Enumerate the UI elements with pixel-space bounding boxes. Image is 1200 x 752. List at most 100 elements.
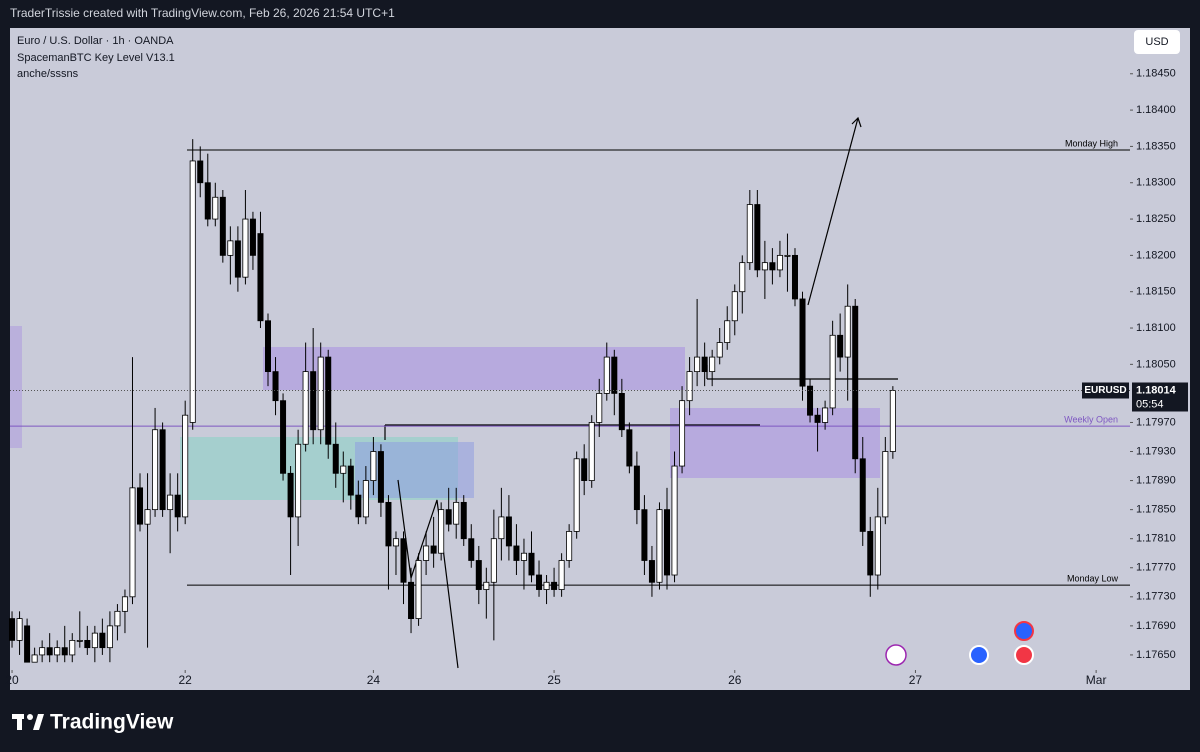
y-tick-label: 1.17890 [1136,474,1176,486]
candle-body [445,509,452,525]
legend-line: anche/sssns [17,68,79,80]
candle-body [739,262,746,293]
event-icon [1014,645,1034,665]
candle-body [784,254,791,257]
x-tick-label: 25 [547,673,561,687]
zigzag [397,479,459,669]
candle-body [889,390,896,452]
candle-body [498,516,505,540]
candle-body [837,334,844,358]
candle-body [475,560,482,590]
currency-button[interactable] [1134,30,1180,54]
candle-body [295,443,302,518]
candle-body [716,342,723,358]
candle-body [596,393,603,423]
candle-body [392,538,399,547]
y-tick-label: 1.18050 [1136,358,1176,370]
y-tick-label: 1.17650 [1136,649,1176,661]
candle-body [24,625,31,663]
candle-body [679,400,686,467]
price-label: 1.18014 [1136,384,1177,396]
candle-body [61,647,68,656]
candle-body [121,596,128,612]
y-tick-label: 1.17690 [1136,620,1176,632]
zone [10,326,22,448]
candle-body [91,632,98,649]
candle-body [129,487,136,598]
y-tick-label: 1.18450 [1136,68,1176,80]
candle-body [686,371,693,402]
candle-body [799,298,806,387]
candle-body [219,196,226,256]
candle-body [490,538,497,583]
candle-body [423,545,430,561]
candle-body [182,414,189,518]
logo-shape [17,714,22,730]
y-tick-label: 1.17810 [1136,533,1176,545]
candle-body [332,443,339,474]
candle-body [769,262,776,271]
candle-body [197,160,204,184]
candle-body [189,160,196,423]
candle-body [99,632,106,649]
x-tick-label: 26 [728,673,742,687]
x-tick-label: Mar [1086,673,1107,687]
x-tick-label: 27 [909,673,923,687]
level-label: Monday Low [1067,574,1119,584]
candle-body [234,240,241,278]
candle-body [249,218,256,256]
candle-body [867,531,874,576]
price-tag [1132,382,1188,412]
event-icon [1014,621,1034,641]
candle-body [664,509,671,576]
candle-body [731,291,738,322]
candle-body [9,618,16,641]
candle-body [159,429,166,511]
candle-body [709,356,716,373]
candle-body [671,465,678,576]
x-tick-label: 24 [367,673,381,687]
candle-body [603,356,610,394]
legend-line: SpacemanBTC Key Level V13.1 [17,52,175,64]
candle-body [257,233,264,322]
candle-body [641,509,648,561]
candle-body [325,356,332,445]
candle-body [648,560,655,583]
candle-body [483,581,490,590]
candle-body [626,429,633,467]
y-tick-label: 1.17930 [1136,445,1176,457]
candle-body [310,371,317,431]
candle-body [144,509,151,525]
candle-body [400,538,407,583]
symbol-tag [1082,382,1129,399]
y-tick-label: 1.17730 [1136,591,1176,603]
candle-body [882,451,889,518]
candle-body [317,356,324,431]
logo-shape [27,714,33,720]
logo-shape [33,714,44,730]
event-icon [969,645,989,665]
candle-body [761,262,768,271]
y-tick-label: 1.18200 [1136,249,1176,261]
legend-line: Euro / U.S. Dollar · 1h · OANDA [17,35,174,47]
candle-body [566,531,573,561]
y-tick-label: 1.17770 [1136,562,1176,574]
candle-body [362,480,369,518]
candle-body [814,414,821,423]
candle-body [844,305,851,358]
candle-body [874,516,881,576]
candle-body [807,385,814,416]
candle-body [611,356,618,394]
countdown: 05:54 [1136,398,1164,410]
candle-body [137,487,144,525]
candle-body [724,320,731,343]
candle-body [408,581,415,620]
candle-body [543,581,550,590]
plot: 1.18450 1.18400 1.18350 1.18300 1.18250 1.182… [5,68,1188,687]
level-label: Weekly Open [1064,414,1118,424]
candle-body [415,560,422,620]
y-tick-label: 1.18250 [1136,213,1176,225]
currency-label[interactable]: USD [1145,36,1168,48]
candle-body [204,182,211,220]
